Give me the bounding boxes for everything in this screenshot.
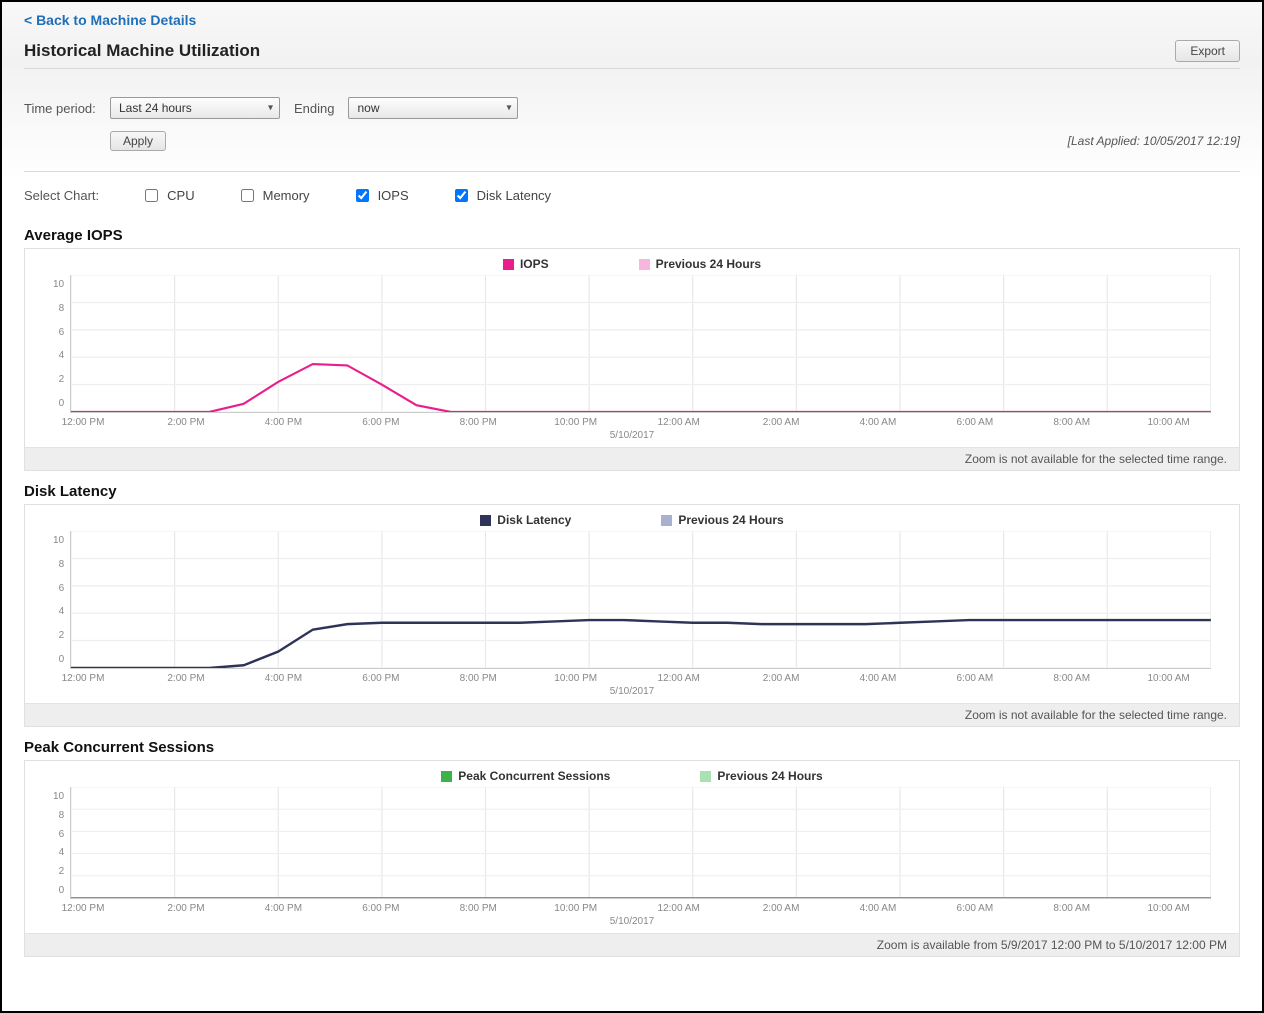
disk-latency-checkbox[interactable] — [455, 189, 468, 202]
select-chart-label: Select Chart: — [24, 188, 99, 203]
legend-label: Previous 24 Hours — [656, 257, 761, 271]
legend-label: Disk Latency — [497, 513, 571, 527]
swatch-icon — [700, 771, 711, 782]
chevron-down-icon: ▾ — [506, 103, 511, 114]
peak-sessions-section-title: Peak Concurrent Sessions — [24, 739, 1240, 756]
y-axis: 1086420 — [53, 791, 70, 896]
chart-option-iops[interactable]: IOPS — [352, 186, 409, 205]
date-caption: 5/10/2017 — [25, 916, 1239, 927]
date-caption: 5/10/2017 — [25, 430, 1239, 441]
time-controls: Time period: Last 24 hours ▾ Ending now … — [24, 97, 1240, 119]
swatch-icon — [503, 259, 514, 270]
ending-value: now — [357, 101, 379, 115]
export-button[interactable]: Export — [1175, 40, 1240, 62]
legend-label: Previous 24 Hours — [678, 513, 783, 527]
back-link[interactable]: < Back to Machine Details — [24, 12, 196, 28]
peak-sessions-plot[interactable] — [70, 787, 1211, 899]
time-period-select[interactable]: Last 24 hours ▾ — [110, 97, 280, 119]
iops-section-title: Average IOPS — [24, 227, 1240, 244]
iops-label: IOPS — [378, 188, 409, 203]
zoom-note: Zoom is not available for the selected t… — [25, 703, 1239, 726]
time-period-label: Time period: — [24, 101, 96, 116]
legend-item: Peak Concurrent Sessions — [441, 769, 610, 783]
disk-latency-chart: Disk Latency Previous 24 Hours 1086420 1… — [24, 504, 1240, 727]
divider — [24, 171, 1240, 172]
y-axis: 1086420 — [53, 535, 70, 665]
x-axis: 12:00 PM2:00 PM4:00 PM6:00 PM8:00 PM10:0… — [83, 673, 1211, 684]
chart-option-disk-latency[interactable]: Disk Latency — [451, 186, 551, 205]
legend-label: Peak Concurrent Sessions — [458, 769, 610, 783]
chart-option-memory[interactable]: Memory — [237, 186, 310, 205]
date-caption: 5/10/2017 — [25, 686, 1239, 697]
disk-latency-plot[interactable] — [70, 531, 1211, 669]
iops-legend: IOPS Previous 24 Hours — [25, 257, 1239, 271]
header-row: Historical Machine Utilization Export — [24, 40, 1240, 69]
last-applied-text: [Last Applied: 10/05/2017 12:19] — [1068, 134, 1240, 148]
legend-label: IOPS — [520, 257, 549, 271]
swatch-icon — [441, 771, 452, 782]
x-axis: 12:00 PM2:00 PM4:00 PM6:00 PM8:00 PM10:0… — [83, 417, 1211, 428]
time-period-value: Last 24 hours — [119, 101, 192, 115]
legend-item: Disk Latency — [480, 513, 571, 527]
ending-label: Ending — [294, 101, 334, 116]
legend-label: Previous 24 Hours — [717, 769, 822, 783]
disk-latency-section-title: Disk Latency — [24, 483, 1240, 500]
zoom-note: Zoom is available from 5/9/2017 12:00 PM… — [25, 933, 1239, 956]
legend-item: Previous 24 Hours — [661, 513, 783, 527]
chevron-down-icon: ▾ — [268, 103, 273, 114]
chart-option-cpu[interactable]: CPU — [141, 186, 194, 205]
peak-sessions-legend: Peak Concurrent Sessions Previous 24 Hou… — [25, 769, 1239, 783]
swatch-icon — [480, 515, 491, 526]
y-axis: 1086420 — [53, 279, 70, 409]
legend-item: Previous 24 Hours — [700, 769, 822, 783]
chart-selector-row: Select Chart: CPU Memory IOPS Disk Laten… — [24, 186, 1240, 205]
memory-checkbox[interactable] — [241, 189, 254, 202]
legend-item: IOPS — [503, 257, 549, 271]
disk-latency-legend: Disk Latency Previous 24 Hours — [25, 513, 1239, 527]
memory-label: Memory — [263, 188, 310, 203]
ending-select[interactable]: now ▾ — [348, 97, 518, 119]
apply-button[interactable]: Apply — [110, 131, 166, 151]
disk-latency-label: Disk Latency — [477, 188, 551, 203]
iops-chart: IOPS Previous 24 Hours 1086420 12:00 PM2… — [24, 248, 1240, 471]
x-axis: 12:00 PM2:00 PM4:00 PM6:00 PM8:00 PM10:0… — [83, 903, 1211, 914]
legend-item: Previous 24 Hours — [639, 257, 761, 271]
page-title: Historical Machine Utilization — [24, 41, 260, 61]
iops-checkbox[interactable] — [356, 189, 369, 202]
swatch-icon — [639, 259, 650, 270]
peak-sessions-chart: Peak Concurrent Sessions Previous 24 Hou… — [24, 760, 1240, 957]
cpu-label: CPU — [167, 188, 194, 203]
iops-plot[interactable] — [70, 275, 1211, 413]
zoom-note: Zoom is not available for the selected t… — [25, 447, 1239, 470]
cpu-checkbox[interactable] — [145, 189, 158, 202]
swatch-icon — [661, 515, 672, 526]
